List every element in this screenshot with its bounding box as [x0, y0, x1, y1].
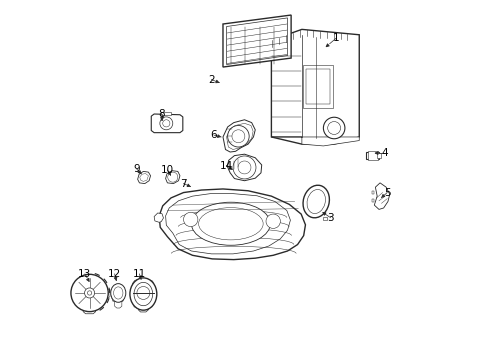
Polygon shape: [132, 279, 154, 304]
Ellipse shape: [306, 189, 325, 213]
Polygon shape: [227, 154, 261, 181]
Text: 9: 9: [133, 164, 140, 174]
Polygon shape: [83, 307, 96, 314]
Ellipse shape: [113, 287, 122, 299]
Text: 1: 1: [332, 33, 339, 43]
Polygon shape: [305, 69, 329, 104]
Polygon shape: [134, 305, 137, 307]
Text: 3: 3: [326, 213, 333, 222]
Circle shape: [323, 117, 344, 139]
Circle shape: [183, 212, 198, 226]
Polygon shape: [223, 120, 255, 152]
Circle shape: [167, 172, 178, 182]
Polygon shape: [323, 217, 326, 220]
Polygon shape: [371, 192, 373, 194]
Polygon shape: [151, 114, 183, 133]
Circle shape: [160, 117, 172, 130]
Text: 6: 6: [210, 130, 217, 140]
Polygon shape: [137, 171, 150, 184]
Text: 7: 7: [180, 179, 186, 189]
Text: 14: 14: [220, 161, 233, 171]
Circle shape: [137, 287, 149, 300]
Polygon shape: [303, 65, 333, 108]
Bar: [376, 153, 381, 158]
Polygon shape: [140, 174, 148, 181]
Circle shape: [233, 156, 255, 179]
Polygon shape: [165, 194, 290, 254]
Circle shape: [238, 161, 250, 174]
Polygon shape: [226, 18, 287, 64]
Ellipse shape: [134, 282, 152, 306]
Circle shape: [87, 291, 92, 295]
Text: 13: 13: [78, 269, 91, 279]
Polygon shape: [271, 137, 359, 146]
Polygon shape: [115, 301, 122, 308]
Polygon shape: [102, 289, 110, 301]
Polygon shape: [223, 15, 290, 67]
Ellipse shape: [110, 284, 125, 302]
Ellipse shape: [198, 208, 263, 240]
Text: 5: 5: [383, 188, 390, 198]
Polygon shape: [112, 285, 124, 301]
Polygon shape: [373, 183, 389, 210]
Polygon shape: [371, 199, 373, 202]
Text: 8: 8: [159, 109, 165, 119]
Polygon shape: [271, 30, 359, 144]
Polygon shape: [154, 213, 163, 222]
Circle shape: [265, 214, 280, 228]
Text: 2: 2: [208, 75, 214, 85]
Bar: [367, 151, 377, 160]
Circle shape: [327, 122, 340, 134]
Text: 12: 12: [108, 269, 121, 279]
Polygon shape: [149, 305, 152, 307]
Circle shape: [227, 126, 249, 147]
Circle shape: [71, 274, 108, 312]
Text: 10: 10: [161, 165, 174, 175]
Circle shape: [84, 288, 94, 298]
Circle shape: [231, 130, 244, 143]
Text: 4: 4: [380, 148, 387, 158]
Circle shape: [163, 120, 169, 127]
Text: 11: 11: [133, 269, 146, 279]
Bar: [366, 152, 378, 159]
Polygon shape: [138, 304, 148, 312]
Polygon shape: [161, 112, 171, 115]
Polygon shape: [165, 171, 180, 184]
Ellipse shape: [303, 185, 329, 218]
Ellipse shape: [191, 202, 270, 245]
Polygon shape: [226, 123, 253, 149]
Ellipse shape: [130, 278, 157, 310]
Polygon shape: [159, 189, 305, 260]
